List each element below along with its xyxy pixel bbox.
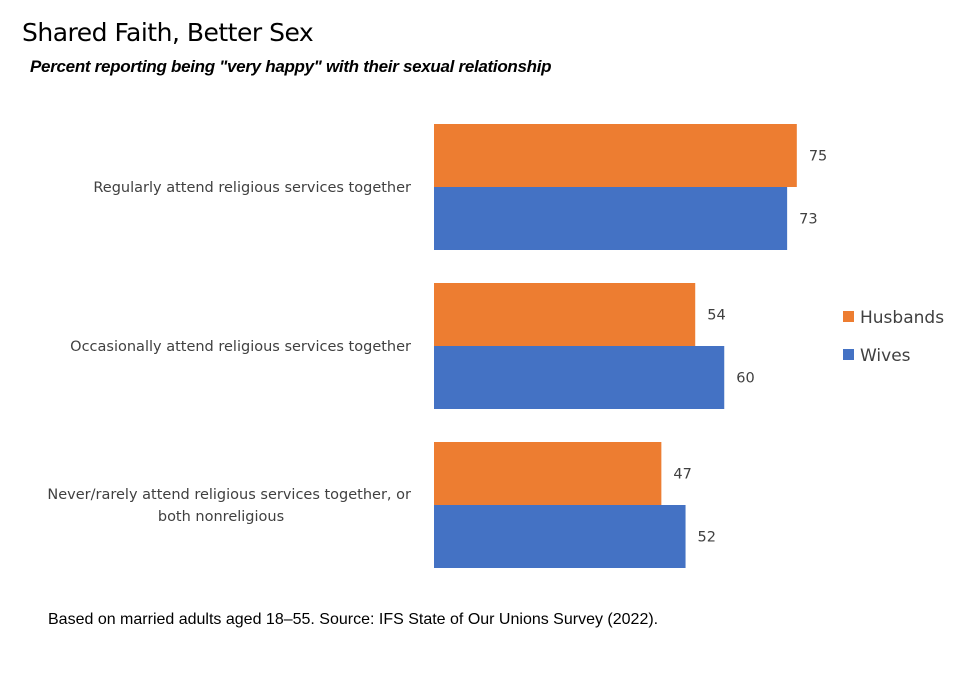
bar-wives	[434, 505, 686, 568]
category-label: Never/rarely attend religious services t…	[47, 487, 411, 503]
data-label: 60	[736, 371, 754, 387]
data-label: 54	[707, 308, 725, 324]
bar-husbands	[434, 124, 797, 187]
legend-label: Wives	[860, 346, 911, 366]
category-label: both nonreligious	[158, 509, 284, 525]
chart-title: Shared Faith, Better Sex	[22, 18, 314, 47]
category-label: Occasionally attend religious services t…	[70, 339, 411, 355]
category-label: Regularly attend religious services toge…	[93, 180, 411, 196]
data-label: 73	[799, 212, 817, 228]
chart-subtitle: Percent reporting being "very happy" wit…	[30, 57, 552, 76]
legend-swatch-husbands	[843, 311, 854, 322]
bar-husbands	[434, 283, 696, 346]
data-label: 52	[698, 530, 716, 546]
data-label: 75	[809, 149, 827, 165]
footnote: Based on married adults aged 18–55. Sour…	[48, 611, 659, 628]
bar-wives	[434, 187, 788, 250]
bar-husbands	[434, 442, 662, 505]
legend-label: Husbands	[860, 308, 944, 328]
data-label: 47	[673, 467, 691, 483]
legend-swatch-wives	[843, 349, 854, 360]
bar-wives	[434, 346, 725, 409]
